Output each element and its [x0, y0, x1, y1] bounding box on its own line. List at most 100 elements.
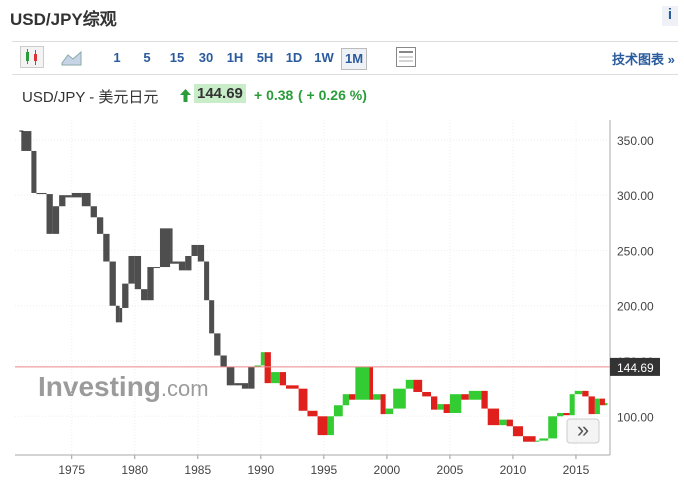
candle — [46, 194, 53, 234]
candle — [279, 372, 287, 386]
layout-icon[interactable] — [395, 46, 417, 68]
candle — [307, 410, 318, 417]
candle — [588, 396, 595, 415]
candle — [115, 305, 120, 323]
candle — [204, 261, 210, 301]
candle — [355, 366, 370, 400]
x-tick-label: 2010 — [500, 463, 527, 477]
candle — [512, 426, 524, 437]
candle — [234, 383, 242, 386]
candle — [134, 255, 142, 290]
candle — [209, 300, 215, 334]
interval-button[interactable]: 1M — [341, 48, 367, 70]
candle — [569, 394, 575, 416]
x-tick-label: 1975 — [58, 463, 85, 477]
interval-button[interactable]: 1W — [314, 50, 334, 65]
candle — [220, 355, 227, 367]
watermark-brand: Investing — [38, 371, 161, 402]
candle — [147, 267, 154, 301]
candle — [170, 228, 173, 264]
interval-button[interactable]: 5 — [143, 50, 151, 65]
interval-button[interactable]: 5H — [256, 50, 274, 65]
candle — [128, 255, 135, 284]
candle — [449, 394, 462, 413]
candle — [172, 261, 179, 264]
candle — [422, 391, 431, 397]
more-button[interactable] — [566, 418, 600, 444]
candle — [443, 404, 450, 413]
candle — [71, 192, 82, 198]
candle — [430, 396, 438, 410]
candle — [594, 398, 600, 415]
x-tick-label: 2015 — [563, 463, 590, 477]
y-tick-label: 250.00 — [617, 244, 654, 258]
candle — [185, 255, 192, 271]
candle — [241, 383, 249, 389]
x-tick-label: 1985 — [184, 463, 211, 477]
candle — [523, 436, 536, 442]
candle — [159, 228, 171, 268]
price-change-pct: ( + 0.26 %) — [298, 87, 367, 103]
last-price-tag — [610, 357, 660, 376]
interval-button[interactable]: 15 — [169, 50, 185, 65]
candle — [286, 385, 299, 389]
candle — [405, 379, 414, 389]
candle — [604, 403, 608, 406]
more-button-label[interactable]: » — [577, 417, 589, 442]
candle — [574, 390, 583, 395]
candle — [349, 394, 356, 400]
interval-button[interactable]: 1 — [113, 50, 121, 65]
watermark-suffix: .com — [161, 376, 209, 401]
info-button[interactable]: i — [662, 6, 678, 26]
last-price-tag-label: 144.69 — [617, 361, 654, 375]
candle — [582, 390, 589, 397]
interval-button[interactable]: 1D — [285, 50, 303, 65]
candle — [260, 352, 265, 366]
candle — [191, 244, 198, 256]
candle — [487, 408, 500, 426]
y-tick-label: 300.00 — [617, 189, 654, 203]
candle — [153, 267, 160, 269]
candle — [369, 366, 374, 400]
candle — [461, 394, 469, 400]
candle — [226, 366, 235, 386]
candle — [342, 394, 350, 406]
candle — [327, 416, 334, 436]
y-tick-label: 200.00 — [617, 300, 654, 314]
interval-button[interactable]: 1H — [226, 50, 244, 65]
candle — [506, 419, 513, 427]
candle — [90, 206, 97, 218]
candle — [468, 390, 482, 400]
candle — [21, 131, 32, 151]
candle — [178, 261, 186, 271]
candle — [499, 419, 507, 426]
candle — [248, 366, 255, 389]
toolbar — [12, 41, 678, 75]
candle — [599, 398, 605, 406]
x-tick-label: 1995 — [310, 463, 337, 477]
page-title: USD/JPY综观 — [10, 10, 117, 29]
candle — [197, 244, 205, 262]
y-tick-label: 350.00 — [617, 134, 654, 148]
candle — [52, 206, 60, 234]
candle — [539, 438, 549, 441]
up-arrow — [180, 89, 191, 102]
candle — [333, 405, 343, 417]
candle — [109, 261, 116, 306]
line-icon[interactable] — [61, 48, 83, 66]
candle-icon[interactable] — [20, 46, 44, 68]
candle — [270, 372, 280, 384]
candle — [31, 150, 37, 193]
candle — [413, 379, 423, 392]
candle — [385, 408, 394, 415]
candle — [214, 333, 221, 356]
y-tick-label: 100.00 — [617, 410, 654, 424]
tech-chart-link[interactable]: 技术图表 » — [612, 52, 675, 67]
candle — [298, 388, 308, 411]
candle — [119, 307, 123, 323]
candle — [96, 217, 104, 234]
x-tick-label: 1980 — [121, 463, 148, 477]
interval-button[interactable]: 30 — [198, 50, 214, 65]
